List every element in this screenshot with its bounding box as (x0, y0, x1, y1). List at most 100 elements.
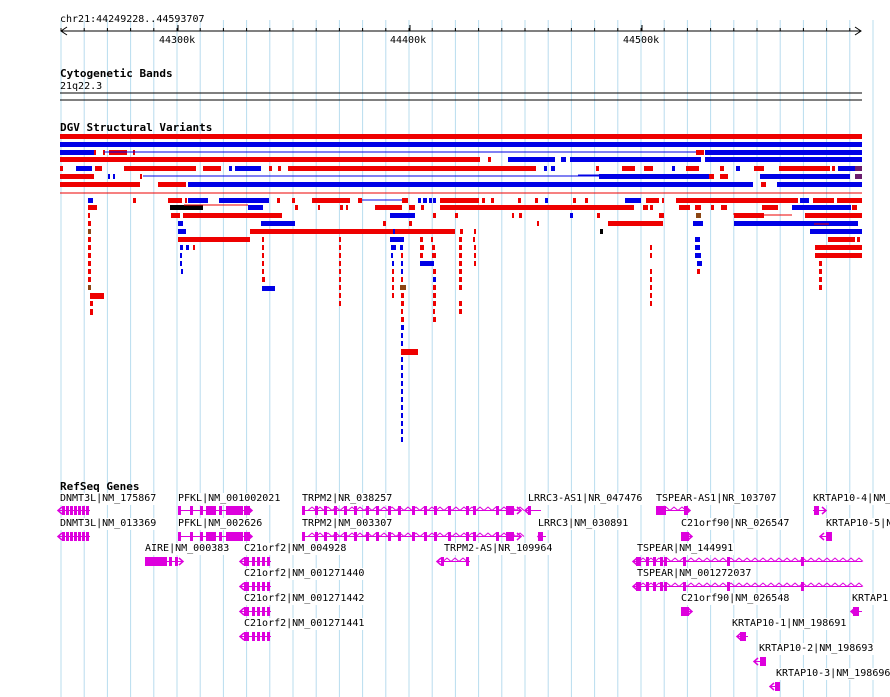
gene-intron-arrow[interactable] (790, 582, 800, 587)
sv-variant-bar[interactable] (108, 174, 110, 179)
sv-variant-bar[interactable] (433, 213, 436, 218)
sv-variant-bar[interactable] (94, 150, 96, 155)
sv-variant-bar[interactable] (696, 150, 704, 155)
gene-exon[interactable] (252, 582, 255, 591)
sv-variant-bar[interactable] (95, 166, 102, 171)
sv-variant-bar[interactable] (409, 221, 412, 226)
sv-variant-bar[interactable] (400, 285, 406, 290)
gene-intron-arrow[interactable] (458, 557, 468, 562)
gene-label[interactable]: TRPM2|NM_003307 (302, 518, 394, 530)
sv-variant-bar[interactable] (401, 357, 403, 362)
gene-exon[interactable] (324, 532, 327, 541)
sv-variant-bar[interactable] (188, 198, 208, 203)
gene-exon[interactable] (244, 532, 250, 541)
gene-label[interactable]: C21orf2|NM_001271441 (244, 618, 366, 630)
gene-intron-arrow[interactable] (702, 557, 712, 562)
sv-variant-bar[interactable] (262, 253, 264, 258)
sv-variant-bar[interactable] (90, 293, 104, 299)
sv-variant-bar[interactable] (474, 253, 476, 258)
gene-exon[interactable] (82, 532, 85, 541)
cytoband-ideogram[interactable] (0, 0, 890, 110)
gene-intron-arrow[interactable] (710, 582, 720, 587)
sv-variant-bar[interactable] (158, 182, 186, 187)
gene-intron-arrow[interactable] (782, 557, 792, 562)
sv-variant-bar[interactable] (401, 405, 403, 410)
gene-exon[interactable] (424, 532, 427, 541)
gene-exon[interactable] (412, 532, 415, 541)
gene-label[interactable]: PFKL|NM_002626 (178, 518, 264, 530)
sv-variant-bar[interactable] (855, 174, 862, 179)
gene-exon[interactable] (354, 506, 357, 515)
sv-variant-bar[interactable] (459, 261, 462, 266)
sv-variant-bar[interactable] (250, 229, 455, 234)
sv-variant-bar[interactable] (459, 253, 462, 258)
gene-exon[interactable] (244, 506, 250, 515)
sv-variant-bar[interactable] (800, 198, 809, 203)
sv-variant-bar[interactable] (339, 237, 341, 242)
gene-label[interactable]: KRTAP10-5|NM_ (826, 518, 890, 530)
dgv-track-title[interactable]: DGV Structural Variants (60, 121, 213, 134)
sv-variant-bar[interactable] (433, 293, 436, 298)
sv-variant-bar[interactable] (819, 269, 822, 274)
sv-variant-bar[interactable] (392, 285, 394, 290)
gene-exon[interactable] (252, 557, 255, 566)
sv-variant-bar[interactable] (432, 253, 436, 258)
gene-exon[interactable] (82, 506, 85, 515)
sv-variant-bar[interactable] (401, 317, 404, 322)
gene-exon[interactable] (244, 632, 249, 641)
gene-strand-arrow[interactable] (435, 557, 442, 566)
gene-intron-arrow[interactable] (734, 557, 744, 562)
gene-strand-arrow[interactable] (631, 582, 638, 591)
gene-exon[interactable] (262, 607, 265, 616)
gene-exon[interactable] (226, 506, 243, 515)
gene-exon[interactable] (252, 632, 255, 641)
sv-variant-bar[interactable] (60, 166, 63, 171)
gene-exon[interactable] (466, 506, 469, 515)
sv-variant-bar[interactable] (709, 174, 714, 179)
sv-variant-bar[interactable] (60, 142, 862, 147)
sv-variant-bar[interactable] (837, 198, 862, 203)
gene-exon[interactable] (302, 532, 305, 541)
gene-exon[interactable] (660, 557, 663, 566)
gene-strand-arrow[interactable] (247, 506, 254, 515)
gene-exon[interactable] (66, 506, 69, 515)
sv-variant-bar[interactable] (185, 198, 187, 203)
sv-variant-bar[interactable] (113, 174, 115, 179)
sv-variant-bar[interactable] (235, 166, 261, 171)
sv-variant-bar[interactable] (695, 237, 700, 242)
gene-exon[interactable] (86, 506, 89, 515)
sv-variant-bar[interactable] (181, 269, 183, 274)
sv-variant-bar[interactable] (705, 157, 862, 162)
sv-variant-bar[interactable] (433, 285, 436, 290)
sv-variant-bar[interactable] (570, 213, 573, 218)
sv-variant-bar[interactable] (339, 261, 341, 266)
sv-variant-bar[interactable] (695, 253, 701, 258)
sv-variant-bar[interactable] (852, 205, 857, 210)
gene-intron-arrow[interactable] (838, 557, 848, 562)
gene-exon[interactable] (801, 557, 804, 566)
gene-intron-arrow[interactable] (822, 557, 832, 562)
gene-intron-arrow[interactable] (766, 582, 776, 587)
sv-variant-bar[interactable] (339, 301, 341, 306)
sv-variant-bar[interactable] (695, 205, 701, 210)
gene-exon[interactable] (219, 506, 222, 515)
gene-label[interactable]: C21orf90|NM_026548 (681, 593, 791, 605)
gene-strand-arrow[interactable] (687, 607, 694, 616)
gene-intron-arrow[interactable] (702, 582, 712, 587)
sv-variant-bar[interactable] (545, 198, 548, 203)
gene-label[interactable]: PFKL|NM_001002021 (178, 493, 282, 505)
gene-exon[interactable] (257, 582, 260, 591)
sv-variant-bar[interactable] (178, 221, 183, 226)
gene-exon[interactable] (178, 506, 181, 515)
sv-variant-bar[interactable] (392, 261, 394, 266)
gene-exon[interactable] (190, 532, 193, 541)
sv-variant-bar[interactable] (288, 166, 536, 171)
gene-exon[interactable] (257, 632, 260, 641)
gene-intron-arrow[interactable] (483, 506, 493, 511)
gene-intron-arrow[interactable] (822, 582, 832, 587)
sv-variant-bar[interactable] (474, 261, 476, 266)
gene-strand-arrow[interactable] (849, 607, 856, 616)
gene-exon[interactable] (315, 506, 318, 515)
gene-intron-arrow[interactable] (694, 582, 704, 587)
sv-variant-bar[interactable] (459, 301, 462, 306)
